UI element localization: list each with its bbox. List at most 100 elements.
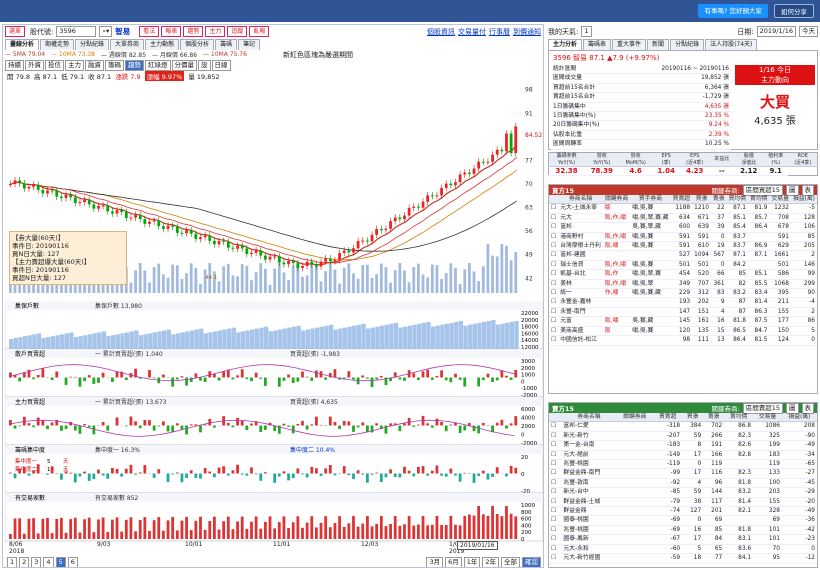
row-checkbox[interactable]: ☐ <box>549 506 562 517</box>
indicator-panels[interactable]: 集保戶數 集保戶數 13,9802200020000180001600014000… <box>5 301 543 551</box>
sell-filter-select[interactable]: 區間賣超15 <box>742 402 783 414</box>
buy-row[interactable]: ☐ 港商野村 阪,作,嘯 嘯,吳,賽 591 591 0 83.7 591 85 <box>549 232 817 243</box>
buy-table-button[interactable]: 表 <box>801 184 814 196</box>
row-checkbox[interactable]: ☐ <box>549 260 559 271</box>
buy-row[interactable]: ☐ 元大 阪,作,嘯 嘯,吳,翠,賽,藏 634 671 37 85.1 85.7 708 128 <box>549 213 817 224</box>
top-link-3[interactable]: 到價通知 <box>513 27 541 36</box>
row-checkbox[interactable]: ☐ <box>549 269 559 280</box>
date-input[interactable]: 2019/1/16 <box>756 26 796 37</box>
row-checkbox[interactable]: ☐ <box>549 203 559 214</box>
buy-chart-button[interactable]: 圖 <box>786 184 799 196</box>
row-checkbox[interactable]: ☐ <box>549 450 562 461</box>
buy-row[interactable]: ☐ 富邦-建國 527 1094 567 87.1 87.1 1661 2 <box>549 250 817 261</box>
row-checkbox[interactable]: ☐ <box>549 468 562 479</box>
buy-row[interactable]: ☐ 美林 阪,作,嘯 嘯,吳,翠 349 707 361 82 85.5 1068 299 <box>549 279 817 290</box>
row-checkbox[interactable]: ☐ <box>549 316 559 327</box>
row-checkbox[interactable]: ☐ <box>549 279 559 290</box>
top-link-2[interactable]: 行事曆 <box>489 27 510 36</box>
search-icon[interactable]: ⌕▾ <box>99 26 113 37</box>
row-checkbox[interactable]: ☐ <box>549 487 562 498</box>
row-checkbox[interactable]: ☐ <box>549 440 562 451</box>
sell-row[interactable]: ☐ 元大-館前 -149 17 166 82.8 183 -34 <box>549 450 817 461</box>
price-chart[interactable]: 98 91 84.52 77 70 63 56 49 42 44.1 <box>5 81 543 301</box>
sell-table-button[interactable]: 表 <box>801 402 814 414</box>
row-checkbox[interactable]: ☐ <box>549 335 559 346</box>
sell-row[interactable]: ☐ 兆豐-桃園 -69 16 85 81.8 101 -42 <box>549 525 817 536</box>
sell-row[interactable]: ☐ 群益金鼎 -74 127 201 82.1 328 -49 <box>549 506 817 517</box>
toolbar2-6[interactable]: 趨勢 <box>125 60 144 71</box>
page-5[interactable]: 5 <box>55 557 66 567</box>
zoom-2[interactable]: 1年 <box>463 557 481 567</box>
buy-row[interactable]: ☐ 永豐金-嘉林 193 202 9 87 81.4 211 -4 <box>549 297 817 308</box>
toolbar2-0[interactable]: 持績 <box>5 60 24 71</box>
buy-row[interactable]: ☐ 台灣摩根士丹利 阪,嘯 嘯,吳,賽 591 610 19 83.7 86.9 629 205 <box>549 241 817 252</box>
toolbar2-10[interactable]: 日線 <box>211 60 231 71</box>
sell-row[interactable]: ☐ 新光-台中 -85 59 144 83.2 203 -29 <box>549 487 817 498</box>
side-tab-1[interactable]: 籌碼表 <box>583 39 612 50</box>
tag-2[interactable]: 趨勢 <box>183 26 204 37</box>
tab-0[interactable]: 畫線分析 <box>5 39 40 50</box>
toolbar2-9[interactable]: 設 <box>198 60 211 71</box>
toolbar2-8[interactable]: 分價量 <box>171 60 197 71</box>
row-checkbox[interactable]: ☐ <box>549 222 559 233</box>
buy-row[interactable]: ☐ 元富 阪,嘯 吳,賽,藏 145 161 16 81.8 87.5 177 86 <box>549 316 817 327</box>
row-checkbox[interactable]: ☐ <box>549 250 559 261</box>
tag-4[interactable]: 追蹤 <box>227 26 248 37</box>
sell-row[interactable]: ☐ 國泰-桃園 -69 0 69 69 -36 <box>549 515 817 526</box>
sell-row[interactable]: ☐ 兆豐-桃園 -119 0 119 119 -65 <box>549 459 817 470</box>
sell-row[interactable]: ☐ 群益金鼎-南門 -99 17 116 82.3 133 -27 <box>549 468 817 479</box>
sell-row[interactable]: ☐ 元大-新竹經國 -59 18 77 84.1 95 -12 <box>549 553 817 564</box>
buy-row[interactable]: ☐ 凱基-台北 阪,作 嘯,吳,翠,賽 454 520 66 85 85.1 586 99 <box>549 269 817 280</box>
tab-4[interactable]: 主力動態 <box>145 39 180 50</box>
row-checkbox[interactable]: ☐ <box>549 421 562 432</box>
row-checkbox[interactable]: ☐ <box>549 515 562 526</box>
tab-6[interactable]: 籌碼 <box>215 39 238 50</box>
toolbar2-4[interactable]: 融資 <box>85 60 104 71</box>
today-button[interactable]: 今天 <box>799 26 818 37</box>
sell-row[interactable]: ☐ 新光-新竹 -207 59 266 82.3 325 -90 <box>549 431 817 442</box>
code-input[interactable]: 3596 <box>56 26 97 37</box>
row-checkbox[interactable]: ☐ <box>549 307 559 318</box>
row-checkbox[interactable]: ☐ <box>549 431 562 442</box>
top-link-1[interactable]: 交易量付 <box>458 27 486 36</box>
tab-3[interactable]: 大單券商 <box>110 39 145 50</box>
menu-button[interactable]: 選單 <box>5 26 26 37</box>
tab-2[interactable]: 分點紀錄 <box>75 39 110 50</box>
row-checkbox[interactable]: ☐ <box>549 288 559 299</box>
row-checkbox[interactable]: ☐ <box>549 297 559 308</box>
row-checkbox[interactable]: ☐ <box>549 553 562 564</box>
buy-row[interactable]: ☐ 瑞士信貸 阪,作,嘯 嘯,吳,賽 501 501 0 84.2 501 146 <box>549 260 817 271</box>
sell-row[interactable]: ☐ 兆豐-敦南 -92 4 96 81.8 100 -45 <box>549 478 817 489</box>
row-checkbox[interactable]: ☐ <box>549 459 562 470</box>
buy-filter-select[interactable]: 區間買超15 <box>742 184 783 196</box>
row-checkbox[interactable]: ☐ <box>549 525 562 536</box>
row-checkbox[interactable]: ☐ <box>549 241 559 252</box>
sell-row[interactable]: ☐ 群益金鼎-土城 -79 38 117 81.4 155 -20 <box>549 497 817 508</box>
page-1[interactable]: 1 <box>7 557 18 567</box>
page-3[interactable]: 3 <box>31 557 42 567</box>
page-2[interactable]: 2 <box>19 557 30 567</box>
sell-row[interactable]: ☐ 第一金-台南 -183 8 191 82.6 199 -49 <box>549 440 817 451</box>
row-checkbox[interactable]: ☐ <box>549 326 559 337</box>
sell-row[interactable]: ☐ 國泰-鳳新 -67 17 84 83.1 101 -23 <box>549 534 817 545</box>
tab-1[interactable]: 期權走勢 <box>40 39 75 50</box>
sell-row[interactable]: ☐ 元大-永和 -60 5 65 83.6 70 0 <box>549 544 817 555</box>
buy-row[interactable]: ☐ 統一 作,嘯 嘯,吳,賽,藏 229 312 83 83.2 83.4 395 90 <box>549 288 817 299</box>
row-checkbox[interactable]: ☐ <box>549 534 562 545</box>
buy-row[interactable]: ☐ 富邦 吳,賽,翠,藏 600 639 39 85.4 86.4 678 106 <box>549 222 817 233</box>
side-tab-0[interactable]: 主力分析 <box>548 39 583 50</box>
help-button[interactable]: 有事嗎? 您好顏大家 <box>698 4 768 18</box>
toolbar2-5[interactable]: 籌碼 <box>105 60 124 71</box>
tag-5[interactable]: 亂報 <box>249 26 270 37</box>
tab-5[interactable]: 個股分析 <box>180 39 215 50</box>
side-tab-2[interactable]: 重大事件 <box>612 39 647 50</box>
page-6[interactable]: 6 <box>67 557 78 567</box>
toolbar2-3[interactable]: 主力 <box>65 60 84 71</box>
buy-row[interactable]: ☐ 元大-土城永寧版嘯,吳,賽 1188 1210 22 87.1 81.9 1232 -5 <box>549 203 817 214</box>
tag-1[interactable]: 報表 <box>161 26 182 37</box>
buy-row[interactable]: ☐ 永豐-南門 147 151 4 87 86.3 155 2 <box>549 307 817 318</box>
sell-chart-button[interactable]: 圖 <box>786 402 799 414</box>
row-checkbox[interactable]: ☐ <box>549 478 562 489</box>
side-tab-4[interactable]: 分點紀錄 <box>670 39 705 50</box>
tag-3[interactable]: 主力 <box>205 26 226 37</box>
